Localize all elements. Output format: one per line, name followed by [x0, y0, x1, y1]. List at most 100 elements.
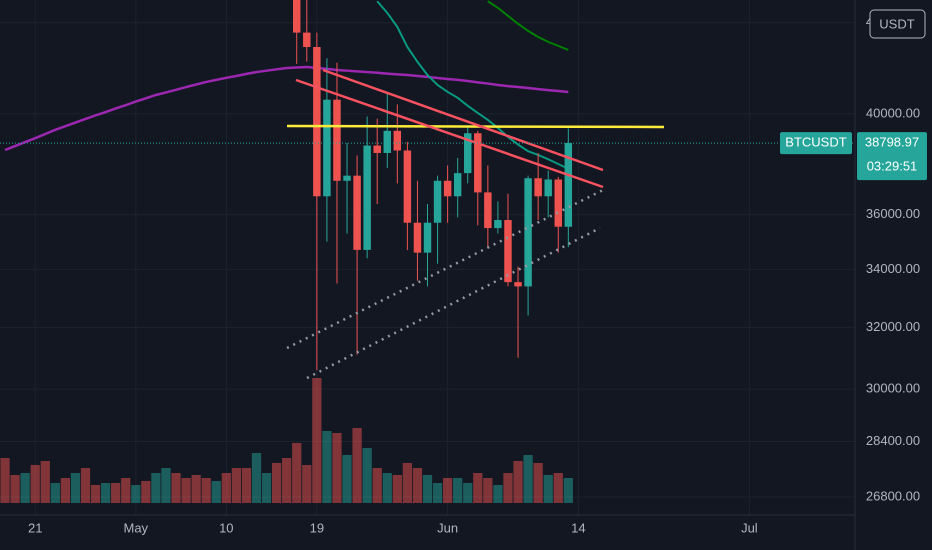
currency-label: USDT	[879, 16, 914, 31]
candles	[293, 0, 573, 371]
candle-body	[423, 222, 432, 253]
volume-bar	[131, 485, 141, 503]
trend-line	[295, 78, 604, 189]
volume-bar	[493, 485, 503, 503]
volume-bar	[332, 433, 342, 503]
volume-bar	[30, 465, 40, 503]
volume-bar	[20, 473, 30, 503]
volume-bar	[282, 458, 292, 503]
volume-bar	[50, 483, 60, 503]
volume-bar	[171, 473, 181, 503]
volume-bar	[402, 463, 413, 503]
volume-bar	[422, 475, 433, 503]
volume-bar	[191, 475, 201, 503]
candle-body	[504, 220, 512, 283]
overlay: USDT BTCUSDT 38798.97 03:29:51	[0, 9, 927, 181]
candle-body	[544, 179, 552, 197]
moving-average	[376, 0, 569, 170]
volume-bar	[0, 458, 10, 503]
volume-bar	[231, 468, 242, 503]
candle-body	[514, 282, 522, 287]
candle-body	[464, 133, 472, 174]
symbol-badge	[780, 132, 852, 155]
y-tick-label: 36000.00	[866, 206, 920, 221]
grid	[0, 0, 855, 515]
candle-body	[343, 175, 351, 181]
volume-bar	[483, 478, 493, 503]
volume-bar	[463, 483, 473, 503]
volume-bar	[362, 448, 372, 503]
volume-bar	[241, 468, 252, 503]
candle-body	[413, 222, 422, 253]
resistance-line	[286, 124, 665, 129]
candle-body	[443, 180, 452, 197]
volume-bar	[221, 473, 231, 503]
candle-body	[303, 32, 311, 47]
candle-body	[313, 46, 321, 197]
candle-body	[393, 130, 402, 151]
y-tick-label: 40000.00	[866, 105, 920, 120]
x-tick-label: 14	[571, 520, 585, 535]
volume-bar	[121, 478, 131, 503]
candle-body	[554, 179, 562, 227]
volume-pane	[0, 378, 573, 503]
moving-average	[4, 65, 569, 152]
price-badge	[857, 132, 927, 181]
volume-bar	[141, 481, 151, 503]
countdown-label: 03:29:51	[867, 159, 918, 174]
volume-bar	[181, 478, 191, 503]
candle-body	[494, 220, 502, 229]
candle-body	[453, 173, 462, 197]
volume-bar	[90, 485, 101, 503]
volume-bar	[382, 473, 392, 503]
candle-body	[433, 180, 442, 223]
volume-bar	[432, 483, 443, 503]
volume-bar	[201, 478, 211, 503]
volume-bar	[80, 468, 91, 503]
candle-body	[323, 99, 331, 197]
symbol-label: BTCUSDT	[785, 135, 846, 150]
candle-body	[383, 130, 391, 153]
volume-bar	[453, 478, 463, 503]
candle-body	[293, 0, 301, 33]
volume-bar	[251, 453, 262, 503]
volume-bar	[312, 378, 322, 503]
candle-body	[524, 178, 532, 287]
volume-bar	[40, 461, 50, 503]
y-tick-label: 30000.00	[866, 381, 920, 396]
x-tick-label: May	[124, 520, 149, 535]
candle-body	[534, 178, 542, 197]
y-tick-label: 28400.00	[866, 433, 920, 448]
x-tick-label: Jun	[437, 520, 458, 535]
volume-bar	[523, 455, 533, 503]
last-price-label: 38798.97	[865, 135, 919, 150]
candle-body	[403, 150, 412, 223]
volume-bar	[111, 483, 121, 503]
y-tick-label: 32000.00	[866, 319, 920, 334]
volume-bar	[412, 468, 423, 503]
currency-badge[interactable]	[869, 9, 926, 39]
volume-bar	[392, 475, 402, 503]
volume-bar	[563, 478, 573, 503]
support-line	[306, 226, 601, 380]
volume-bar	[372, 468, 382, 503]
volume-bar	[322, 431, 332, 503]
candle-body	[373, 145, 381, 153]
volume-bar	[100, 483, 111, 503]
moving-average	[487, 0, 569, 51]
volume-bar	[10, 475, 20, 503]
x-tick-label: 19	[310, 520, 324, 535]
moving-averages	[4, 0, 569, 170]
volume-bar	[533, 463, 543, 503]
volume-bar	[473, 473, 483, 503]
y-tick-label: 26800.00	[866, 488, 920, 503]
candle-body	[484, 192, 492, 229]
volume-bar	[543, 475, 553, 503]
support-line	[286, 188, 604, 350]
volume-bar	[342, 455, 352, 503]
candle-body	[333, 99, 341, 181]
x-tick-label: 21	[28, 520, 42, 535]
